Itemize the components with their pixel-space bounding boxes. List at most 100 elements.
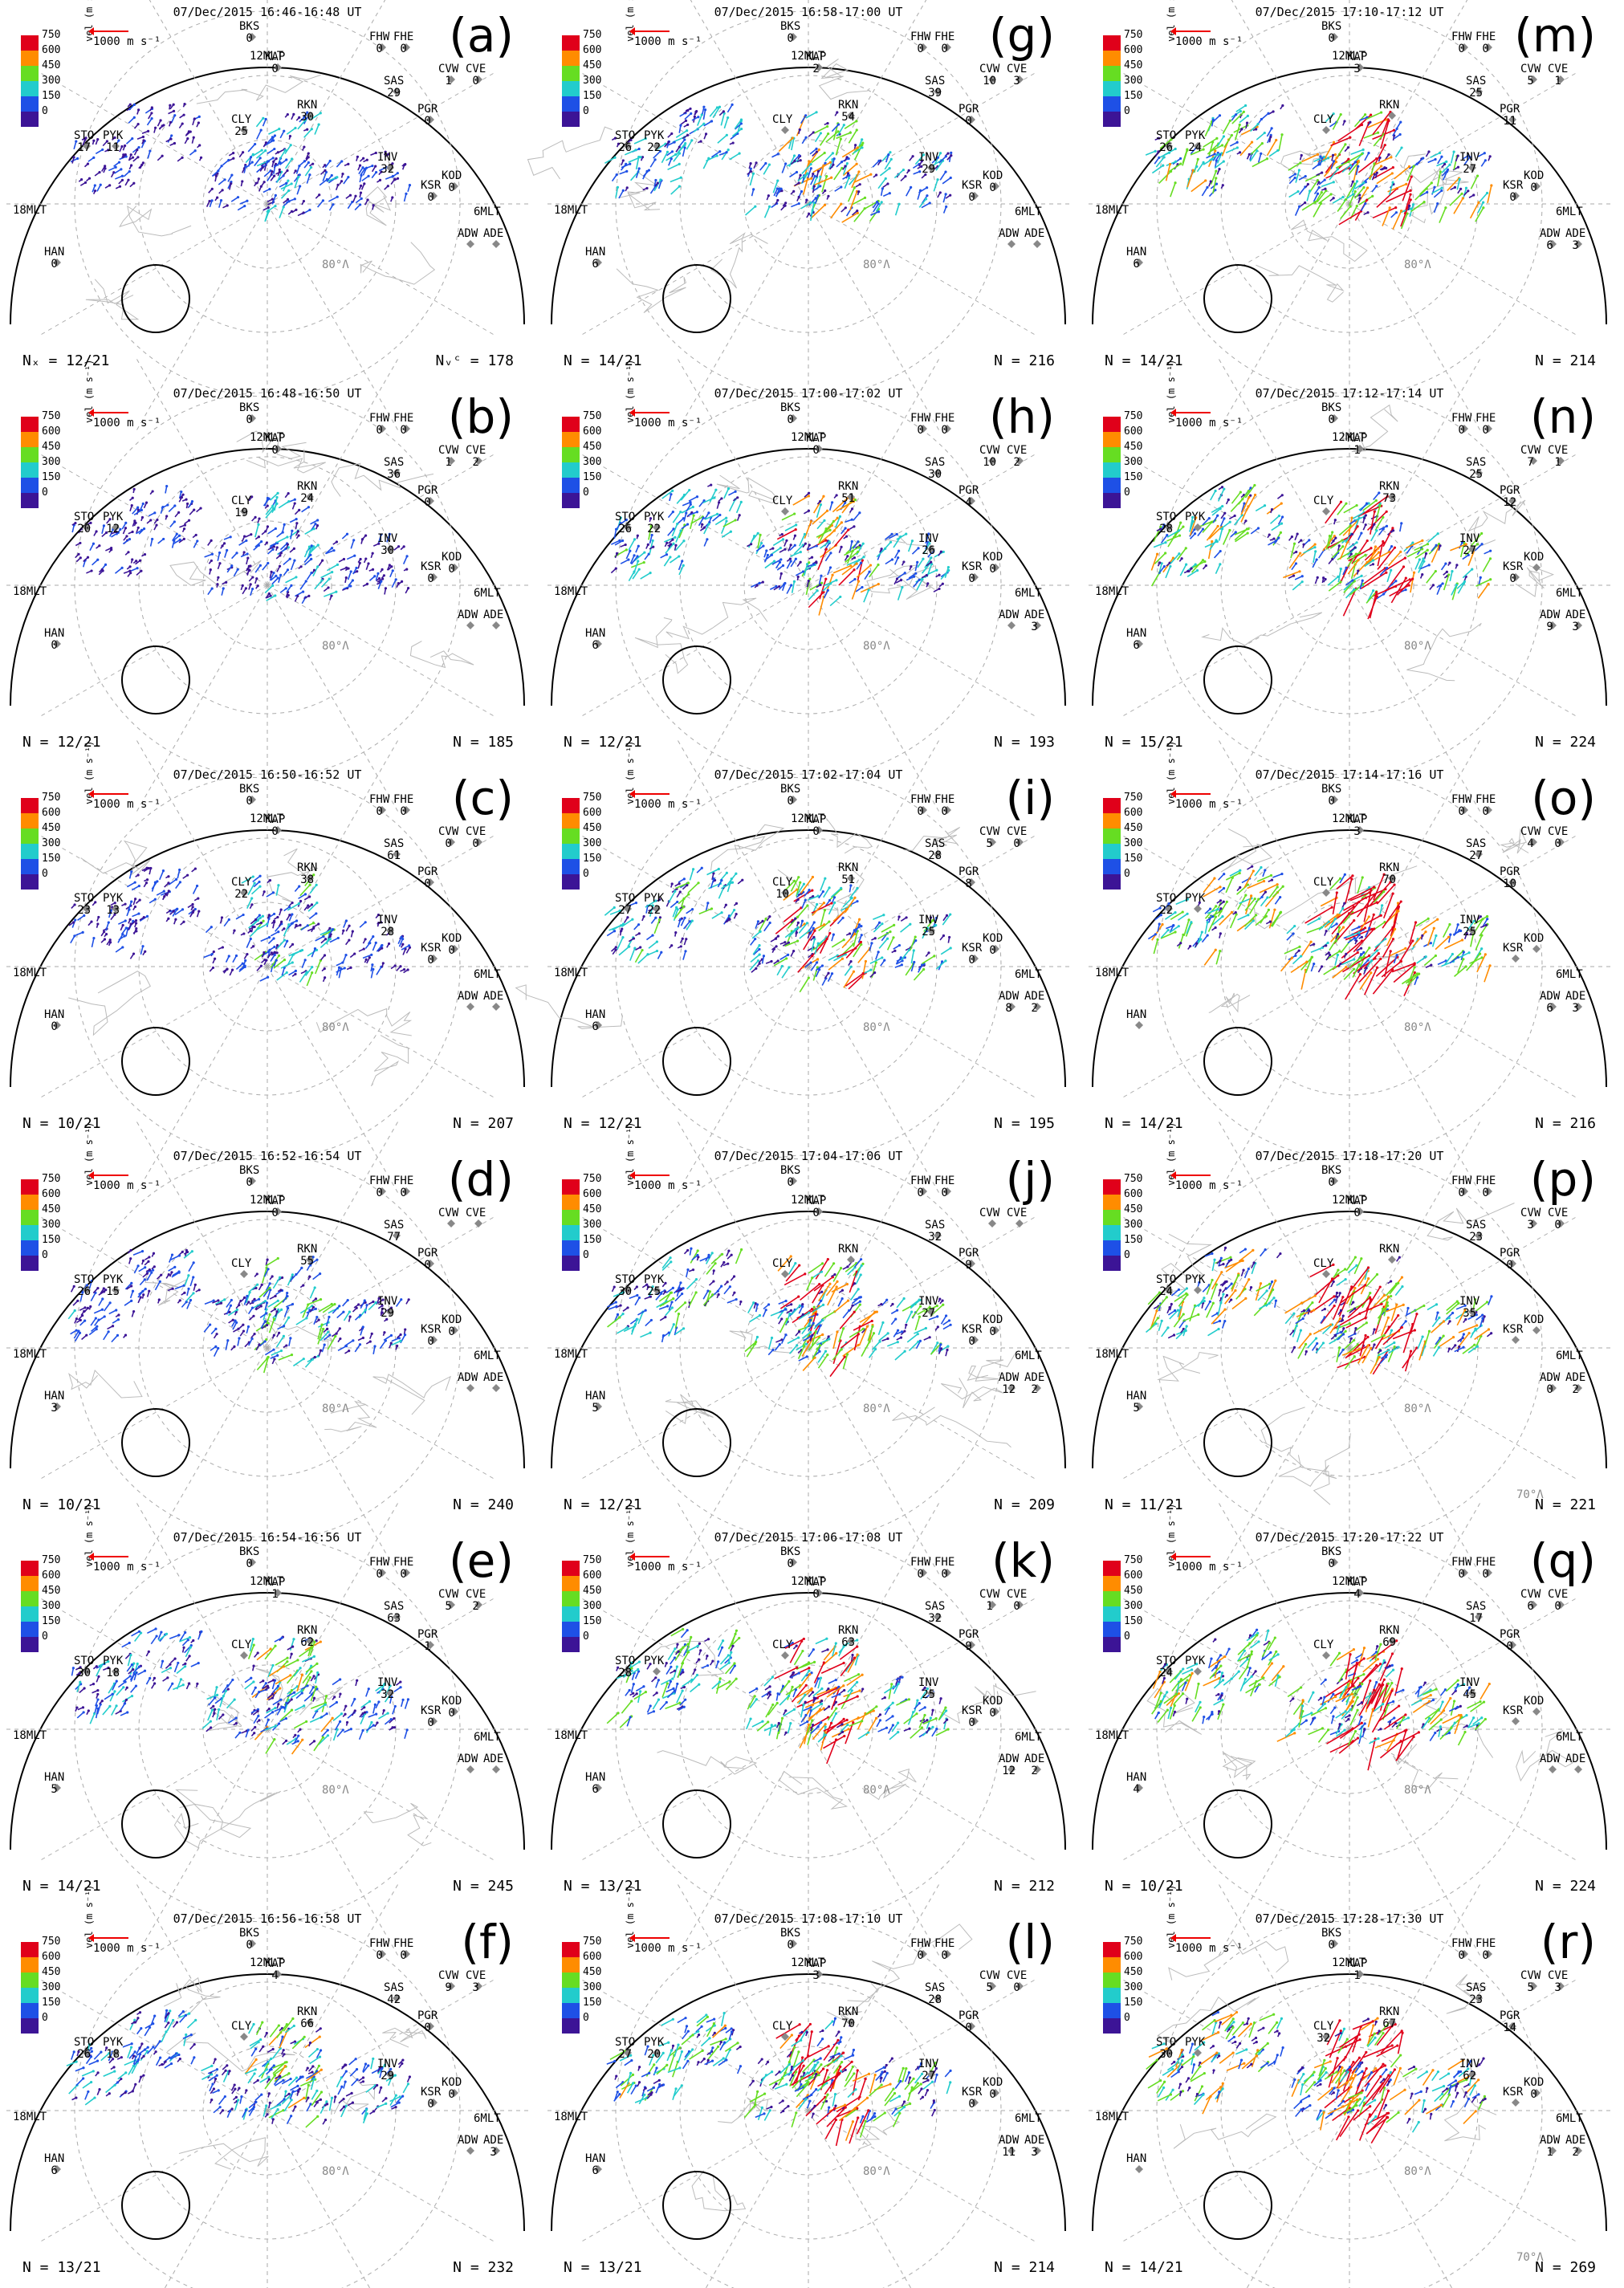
vector-origin xyxy=(167,1273,170,1276)
vector-origin xyxy=(83,181,88,185)
velocity-vector xyxy=(749,173,755,186)
colorbar-swatch xyxy=(562,96,580,112)
colorbar-tick: 150 xyxy=(42,471,61,483)
colorbar-swatch xyxy=(21,1591,39,1606)
vector-origin xyxy=(364,557,368,560)
vector-origin xyxy=(310,557,313,561)
vector-origin xyxy=(842,124,845,127)
vector-origin xyxy=(799,159,802,162)
vector-origin xyxy=(97,1318,100,1321)
colorbar-swatch xyxy=(21,493,39,508)
n-vectors: N = 216 xyxy=(994,352,1055,369)
panel-h: 07/Dec/2015 17:00-17:02 UT (h) N = 12/21 N … xyxy=(543,320,1073,850)
velocity-vector xyxy=(307,2048,318,2058)
velocity-vector xyxy=(252,875,261,883)
velocity-vector xyxy=(320,2101,328,2114)
velocity-vector xyxy=(343,177,349,185)
radar-label-cvw: CVW 1 xyxy=(438,444,459,469)
vector-origin xyxy=(353,952,356,955)
vector-origin xyxy=(152,1252,156,1255)
velocity-vector xyxy=(712,106,721,119)
vector-origin xyxy=(95,530,98,533)
radar-site-ade xyxy=(492,2147,500,2155)
vector-origin xyxy=(373,575,376,578)
vector-origin xyxy=(161,1659,165,1663)
vector-origin xyxy=(96,1698,100,1701)
vector-origin xyxy=(809,519,812,523)
vector-origin xyxy=(258,914,262,917)
vector-origin xyxy=(386,185,389,188)
vector-origin xyxy=(259,185,263,188)
vector-origin xyxy=(850,539,853,544)
vector-origin xyxy=(308,173,311,177)
vector-origin xyxy=(816,194,820,197)
vector-origin xyxy=(328,577,331,580)
vector-origin xyxy=(671,511,674,514)
vector-origin xyxy=(276,1256,279,1260)
vector-origin xyxy=(653,158,657,161)
vector-origin xyxy=(124,919,127,922)
vector-origin xyxy=(92,936,96,940)
velocity-vector xyxy=(68,2084,78,2095)
vector-origin xyxy=(363,1711,367,1714)
vector-origin xyxy=(175,908,178,911)
velocity-vector xyxy=(284,158,293,169)
vector-origin xyxy=(781,564,785,568)
vector-origin xyxy=(674,544,678,547)
radar-site-kap xyxy=(274,445,282,453)
n-radars: N = 10/21 xyxy=(22,1115,101,1132)
radar-site-cve xyxy=(474,838,482,846)
vector-origin xyxy=(132,487,136,491)
vector-origin xyxy=(621,189,625,192)
vector-origin xyxy=(330,2096,334,2099)
vector-origin xyxy=(801,570,805,573)
vector-origin xyxy=(678,555,681,558)
velocity-vector xyxy=(395,2095,404,2104)
panel-time: 07/Dec/2015 16:56-16:58 UT xyxy=(173,1911,362,1926)
vector-origin xyxy=(691,505,694,509)
vector-origin xyxy=(389,1717,393,1721)
vector-origin xyxy=(177,2053,181,2057)
velocity-vector xyxy=(828,502,833,511)
vector-origin xyxy=(354,2058,357,2061)
vector-origin xyxy=(950,154,953,157)
vector-origin xyxy=(230,173,234,177)
vector-origin xyxy=(222,587,225,590)
vector-origin xyxy=(253,881,256,885)
vector-origin xyxy=(188,1636,192,1639)
vector-origin xyxy=(683,146,686,149)
coastline xyxy=(527,126,613,180)
coastline xyxy=(409,641,474,669)
vector-origin xyxy=(718,513,722,517)
vector-origin xyxy=(134,1684,138,1688)
vector-origin xyxy=(226,204,229,207)
velocity-vector xyxy=(266,1707,276,1714)
vector-origin xyxy=(326,1734,330,1737)
velocity-vector xyxy=(250,927,259,937)
velocity-vector xyxy=(343,585,352,590)
vector-origin xyxy=(272,139,275,142)
vector-origin xyxy=(326,1728,329,1732)
vector-origin xyxy=(300,948,304,952)
colorbar-swatch xyxy=(562,447,580,462)
velocity-vector xyxy=(124,1300,132,1306)
vector-origin xyxy=(355,566,358,570)
velocity-vector xyxy=(186,2019,197,2029)
velocity-vector xyxy=(121,1642,130,1648)
vector-origin xyxy=(271,2047,275,2051)
vector-origin xyxy=(187,1287,190,1290)
velocity-vector xyxy=(217,552,221,561)
vector-origin xyxy=(124,2091,127,2095)
vector-origin xyxy=(341,961,344,964)
vector-origin xyxy=(394,2106,397,2109)
vector-origin xyxy=(296,2084,299,2087)
vector-origin xyxy=(129,1248,132,1252)
vector-origin xyxy=(389,1341,393,1345)
radar-site-pyk xyxy=(112,2049,120,2057)
radar-site-sto xyxy=(83,142,91,150)
velocity-vector xyxy=(838,569,855,586)
vector-origin xyxy=(103,1315,106,1318)
vector-origin xyxy=(650,533,653,537)
radar-label-sas: SAS 77 xyxy=(384,1219,405,1244)
vector-origin xyxy=(266,525,270,528)
